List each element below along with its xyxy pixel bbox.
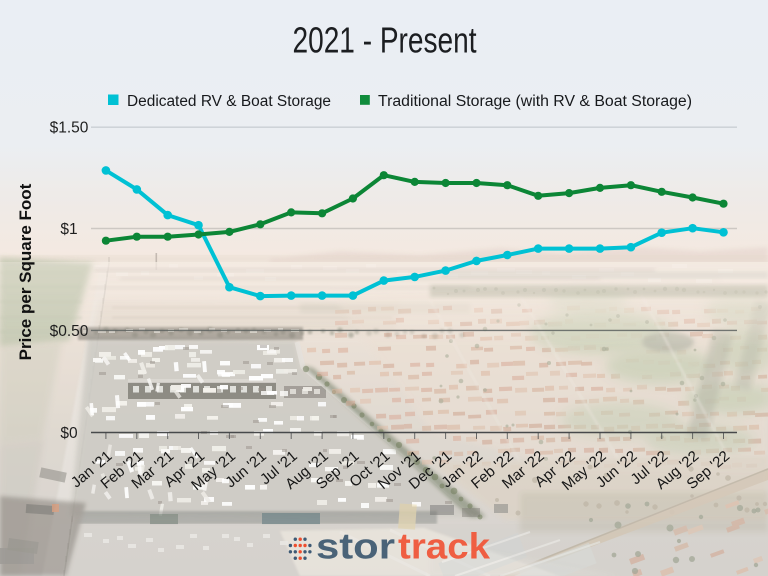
svg-text:stor: stor [316, 526, 395, 567]
svg-text:$1: $1 [60, 221, 77, 238]
svg-text:Price per Square Foot: Price per Square Foot [16, 183, 35, 360]
svg-text:track: track [398, 526, 491, 567]
svg-text:Dedicated RV & Boat Storage: Dedicated RV & Boat Storage [127, 93, 331, 110]
svg-text:$0.50: $0.50 [50, 323, 89, 340]
svg-text:$0: $0 [60, 425, 78, 442]
svg-text:2021 - Present: 2021 - Present [293, 20, 477, 61]
svg-text:Traditional Storage (with RV &: Traditional Storage (with RV & Boat Stor… [378, 93, 692, 110]
svg-text:$1.50: $1.50 [50, 120, 89, 137]
